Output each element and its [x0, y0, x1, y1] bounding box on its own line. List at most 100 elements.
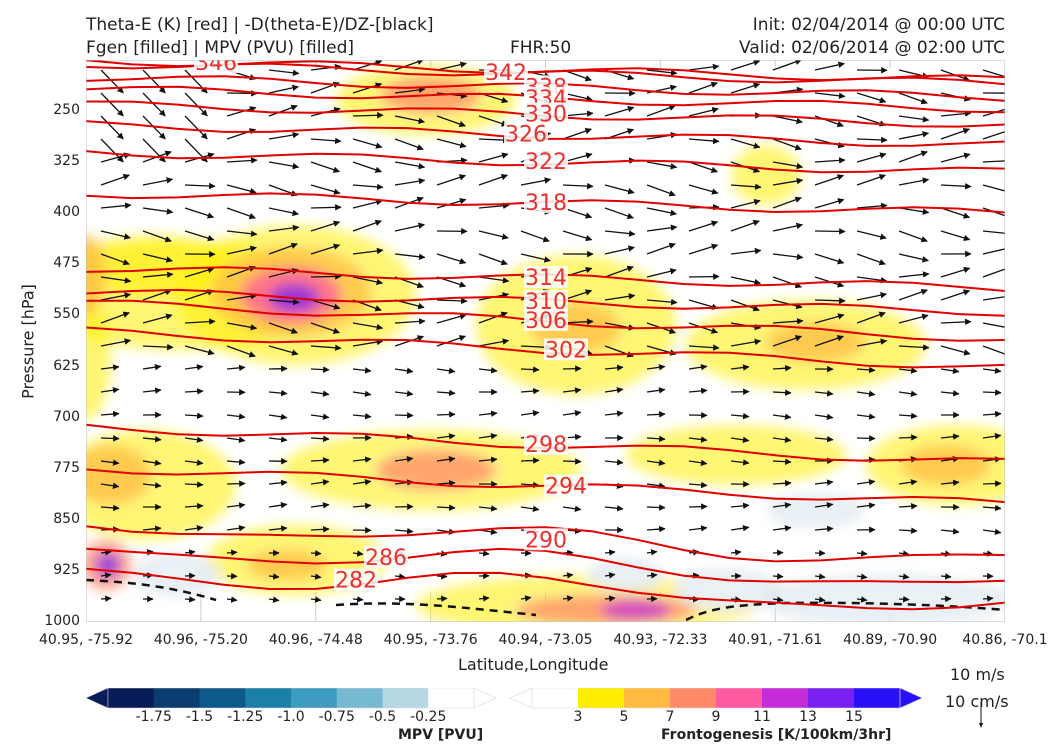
wind-vector: [436, 174, 467, 186]
wind-vector: [268, 436, 288, 443]
wind-vector: [394, 222, 425, 232]
wind-vector: [436, 456, 456, 463]
y-tick-label: 250: [53, 102, 80, 119]
dthetae-dz-contour: [86, 578, 1005, 622]
wind-vector: [310, 550, 322, 557]
colorbar-extend-left: [510, 688, 533, 709]
wind-vector: [100, 230, 131, 240]
wind-vector: [646, 224, 678, 232]
colorbar-segment: [245, 688, 292, 708]
wind-vector: [352, 322, 384, 331]
mpv-fill-region: [770, 495, 862, 525]
wind-vector: [856, 435, 876, 442]
wind-vector: [142, 459, 162, 467]
colorbar-segment: [670, 688, 717, 708]
wind-vector: [940, 390, 960, 397]
wind-vector: [226, 480, 246, 487]
wind-vector: [688, 161, 718, 173]
wind-vector: [520, 387, 540, 395]
wind-vector: [478, 410, 498, 417]
wind-vector: [982, 248, 1005, 255]
wind-vector: [646, 364, 666, 371]
wind-vector: [604, 595, 616, 602]
wind-vector: [940, 573, 952, 580]
wind-vector: [688, 273, 720, 280]
theta-e-contour-label: 282: [335, 569, 377, 594]
wind-vector: [856, 502, 876, 509]
wind-vector: [226, 345, 256, 358]
x-tick-label: 40.96, -74.48: [268, 632, 363, 648]
wind-vector: [688, 184, 719, 195]
wind-vector: [226, 525, 246, 532]
wind-vector: [226, 458, 246, 466]
wind-vector: [184, 182, 216, 190]
y-tick-label: 475: [53, 255, 80, 272]
wind-vector: [688, 436, 708, 443]
wind-vector: [940, 367, 960, 375]
x-tick-label: 40.93, -72.33: [613, 632, 708, 648]
wind-vector: [646, 69, 678, 76]
wind-vector: [814, 228, 846, 235]
wind-vector: [268, 389, 288, 397]
wind-vector: [226, 293, 258, 301]
wind-vector: [268, 345, 299, 356]
mpv-fill-region: [135, 556, 217, 594]
contour-label-bg: [524, 191, 568, 214]
wind-vector: [940, 207, 971, 219]
contour-label-bg: [524, 528, 568, 551]
wind-vector: [394, 412, 414, 419]
wind-vector: [730, 219, 760, 232]
wind-vector: [184, 436, 204, 443]
wind-vector: [898, 288, 928, 301]
colorbar-tick-label: -0.75: [318, 709, 355, 725]
wind-vector: [310, 457, 330, 464]
wind-vector: [142, 253, 173, 263]
wind-vector: [982, 265, 1005, 278]
theta-e-contour: [86, 567, 1005, 611]
wind-vector: [940, 230, 971, 242]
wind-vector: [562, 127, 592, 140]
wind-vector: [394, 573, 406, 580]
wind-vector: [772, 115, 803, 125]
wind-vector: [814, 198, 845, 209]
wind-vector: [940, 152, 971, 163]
wind-vector: [898, 92, 928, 105]
wind-vector: [562, 182, 594, 190]
fgen-fill-region: [86, 300, 111, 420]
y-tick-label: 700: [53, 408, 80, 425]
wind-vector: [982, 433, 1002, 440]
wind-vector: [478, 595, 490, 602]
wind-vector: [520, 253, 551, 263]
wind-vector: [856, 596, 868, 603]
wind-vector: [436, 367, 456, 374]
wind-vector: [646, 435, 666, 443]
wind-vector: [898, 527, 918, 534]
wind-vector: [100, 253, 130, 266]
wind-vector: [478, 174, 508, 186]
wind-vector: [478, 456, 498, 463]
wind-vector: [436, 572, 448, 580]
wind-vector: [268, 69, 300, 77]
wind-vector: [772, 177, 804, 186]
wind-vector: [268, 207, 300, 217]
wind-vector: [100, 504, 120, 512]
forecast-hour: FHR:50: [510, 38, 572, 58]
wind-vector: [310, 322, 341, 334]
wind-vector: [394, 161, 426, 170]
wind-vector: [310, 526, 330, 533]
theta-e-contour: [86, 547, 1005, 584]
wind-vector: [730, 436, 750, 444]
wind-vector: [184, 318, 216, 325]
wind-vector: [730, 338, 762, 347]
theta-e-contour: [86, 62, 1005, 86]
colorbar-segment: [336, 688, 383, 708]
wind-vector: [352, 276, 383, 286]
wind-vector: [688, 503, 708, 510]
wind-vector: [982, 69, 1005, 78]
wind-vector: [562, 572, 574, 579]
wind-vector: [940, 289, 971, 301]
wind-vector: [730, 502, 750, 510]
x-tick-label: 40.89, -70.90: [843, 632, 938, 648]
wind-vector: [940, 433, 960, 440]
wind-vector: [688, 525, 708, 532]
